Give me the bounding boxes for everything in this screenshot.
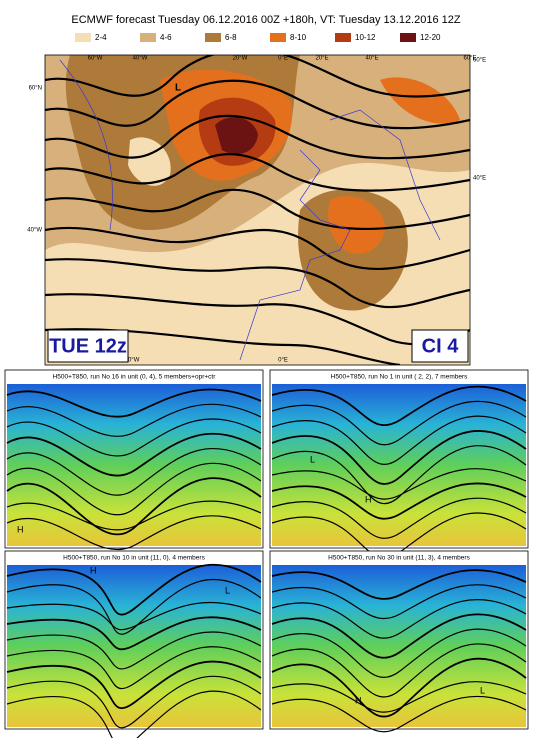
lon-label: 40°E xyxy=(365,56,378,62)
legend-label: 4-6 xyxy=(160,33,172,42)
time-box xyxy=(47,329,129,363)
contour xyxy=(6,616,262,651)
contour xyxy=(271,430,527,485)
contour xyxy=(6,432,262,477)
pressure-center: H xyxy=(355,695,362,705)
contour xyxy=(6,563,262,616)
contour xyxy=(271,681,527,713)
lon-label: 60°E xyxy=(463,56,476,62)
contour xyxy=(6,690,262,743)
contour xyxy=(6,675,262,729)
lon-label: 20°W xyxy=(125,358,140,364)
contour xyxy=(6,631,262,670)
lon-label: 20°W xyxy=(233,56,248,62)
panel-map xyxy=(272,384,526,546)
contour xyxy=(271,445,527,504)
lat-label: 60°N xyxy=(29,86,42,92)
contour xyxy=(6,601,262,631)
legend-label: 8-10 xyxy=(290,33,307,42)
contour xyxy=(271,482,527,520)
panel-map xyxy=(272,565,526,727)
legend: 2-4 4-6 6-8 8-10 10-12 12-20 xyxy=(75,33,441,42)
ensemble-panel: H500+T850, run No 30 in unit (11, 3), 4 … xyxy=(269,550,529,733)
contour xyxy=(271,584,527,620)
legend-swatch xyxy=(335,33,351,42)
pressure-center: L xyxy=(310,454,315,464)
legend-swatch xyxy=(205,33,221,42)
legend-label: 12-20 xyxy=(420,33,441,42)
contour xyxy=(271,569,527,600)
lat-label: 60°E xyxy=(473,58,486,64)
contour xyxy=(6,646,262,689)
legend-label: 10-12 xyxy=(355,33,376,42)
contour xyxy=(271,628,527,678)
panel-title: H500+T850, run No 16 in unit (0, 4), 5 m… xyxy=(53,374,217,381)
contour xyxy=(271,400,527,446)
lon-label: 0°E xyxy=(278,358,288,364)
lat-label: 40°W xyxy=(27,228,42,234)
legend-label: 6-8 xyxy=(225,33,237,42)
contour xyxy=(271,599,527,639)
lon-label: 60°W xyxy=(88,56,103,62)
lat-label: 40°E xyxy=(473,176,486,182)
contour xyxy=(6,447,262,496)
contour xyxy=(271,657,527,718)
cluster-box xyxy=(411,329,469,363)
pressure-center: L xyxy=(480,685,485,695)
contour xyxy=(271,613,527,659)
main-map xyxy=(45,55,470,365)
title: ECMWF forecast Tuesday 06.12.2016 00Z +1… xyxy=(71,14,460,26)
contour xyxy=(271,643,527,698)
ensemble-panel: H500+T850, run No 1 in unit ( 2, 2), 7 m… xyxy=(269,369,529,559)
contour xyxy=(271,695,527,733)
legend-swatch xyxy=(400,33,416,42)
legend-label: 2-4 xyxy=(95,33,107,42)
contour xyxy=(6,477,262,536)
contour xyxy=(6,500,262,531)
pressure-center: L xyxy=(225,585,230,595)
contour xyxy=(271,468,527,500)
panels: H500+T850, run No 16 in unit (0, 4), 5 m… xyxy=(4,369,529,743)
contour xyxy=(6,418,262,457)
lon-label: 40°W xyxy=(133,56,148,62)
ensemble-panel: H500+T850, run No 16 in unit (0, 4), 5 m… xyxy=(4,369,264,551)
panel-title: H500+T850, run No 10 in unit (11, 0), 4 … xyxy=(63,555,205,562)
main-map-frame xyxy=(44,54,471,366)
lon-label: 20°E xyxy=(315,56,328,62)
pressure-center: H xyxy=(90,565,97,575)
cluster-label: CI 4 xyxy=(422,335,460,357)
contour xyxy=(271,415,527,465)
panel-title: H500+T850, run No 30 in unit (11, 3), 4 … xyxy=(328,555,470,562)
contour xyxy=(6,403,262,437)
lon-label: 0°E xyxy=(278,56,288,62)
contour xyxy=(6,515,262,551)
ensemble-panel: H500+T850, run No 10 in unit (11, 0), 4 … xyxy=(4,550,264,743)
contour xyxy=(271,385,527,427)
legend-swatch xyxy=(75,33,91,42)
contour xyxy=(6,578,262,635)
contour xyxy=(271,497,527,539)
panel-title: H500+T850, run No 1 in unit ( 2, 2), 7 m… xyxy=(331,374,468,381)
pressure-center: L xyxy=(175,83,181,94)
legend-swatch xyxy=(270,33,286,42)
contour xyxy=(6,388,262,418)
legend-swatch xyxy=(140,33,156,42)
contour xyxy=(6,660,262,709)
pressure-center: H xyxy=(17,524,24,534)
time-label: TUE 12z xyxy=(49,335,127,357)
contour xyxy=(6,462,262,516)
pressure-center: H xyxy=(365,494,372,504)
